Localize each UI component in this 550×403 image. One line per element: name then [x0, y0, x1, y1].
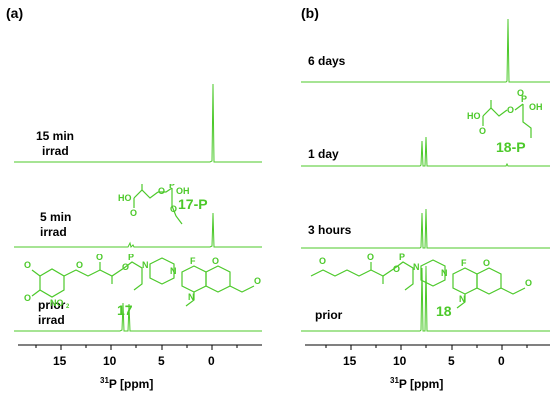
x-axis-title: 31P [ppm]	[390, 376, 444, 391]
tick-label: 5	[448, 354, 455, 368]
svg-text:P: P	[399, 252, 405, 262]
svg-text:P: P	[169, 184, 175, 190]
svg-text:OH: OH	[176, 186, 190, 196]
tick-label: 15	[343, 354, 357, 368]
svg-text:O: O	[507, 105, 514, 115]
trace-label-prior-b: prior	[315, 308, 343, 322]
tick-label: 0	[498, 354, 505, 368]
compound-label-17P: 17-P	[178, 196, 208, 212]
panel-a-label: (a)	[6, 5, 24, 21]
svg-text:HO: HO	[467, 111, 481, 121]
svg-text:O: O	[24, 293, 31, 303]
trace-label-6days: 6 days	[308, 54, 346, 68]
trace-label-3hours: 3 hours	[308, 223, 352, 237]
svg-text:N: N	[413, 262, 420, 272]
compound-label-18P: 18-P	[496, 139, 526, 155]
trace-prior	[14, 302, 262, 332]
trace-1day	[301, 136, 550, 167]
svg-text:O: O	[130, 208, 137, 218]
structure-17P: HO O O P O OH O	[118, 184, 190, 225]
tick-label: 5	[158, 354, 165, 368]
tick-label: 10	[103, 354, 117, 368]
tick-label: 0	[208, 354, 215, 368]
panel-b-label: (b)	[301, 5, 319, 21]
trace-prior-b	[301, 265, 550, 332]
svg-text:N: N	[441, 268, 448, 278]
svg-text:O: O	[517, 88, 524, 98]
structure-17: O O NO 2 O O O P N N F O O N	[24, 254, 261, 310]
panel-a: (a) 15 min irrad 5 min irrad prior irrad	[6, 5, 262, 391]
panel-b: (b) 6 days 1 day 3 hours prior HO	[275, 0, 550, 403]
svg-text:2: 2	[66, 304, 70, 310]
svg-text:NO: NO	[50, 298, 64, 308]
svg-text:HO: HO	[118, 193, 132, 203]
svg-text:N: N	[142, 260, 149, 270]
tick-label: 15	[53, 354, 67, 368]
svg-text:OH: OH	[529, 102, 543, 112]
svg-text:N: N	[459, 294, 466, 304]
trace-label-5min: 5 min irrad	[40, 210, 72, 239]
trace-5min	[14, 212, 262, 248]
structure-18P: HO O O P O OH	[467, 88, 543, 138]
trace-label-15min: 15 min irrad	[36, 129, 75, 158]
svg-text:N: N	[170, 266, 177, 276]
svg-text:O: O	[254, 276, 261, 286]
x-axis-title: 31P [ppm]	[100, 376, 154, 391]
svg-text:O: O	[166, 184, 173, 186]
svg-text:N: N	[188, 292, 195, 302]
svg-text:P: P	[521, 94, 527, 104]
svg-text:P: P	[128, 254, 134, 262]
structure-18: O O O P N N F O O N	[310, 252, 532, 309]
svg-text:O: O	[483, 258, 490, 268]
compound-label-18: 18	[436, 303, 452, 319]
trace-3hours	[301, 208, 550, 249]
trace-15min	[14, 83, 262, 163]
svg-text:O: O	[393, 264, 400, 274]
svg-text:O: O	[76, 260, 83, 270]
trace-6days	[301, 18, 550, 83]
svg-text:O: O	[319, 256, 326, 266]
svg-text:F: F	[461, 258, 467, 268]
trace-label-prior: prior irrad	[38, 298, 66, 327]
compound-label-17: 17	[117, 302, 133, 318]
panel-a-spectra	[14, 83, 262, 350]
svg-text:O: O	[212, 256, 219, 266]
svg-text:O: O	[122, 262, 129, 272]
svg-text:O: O	[525, 278, 532, 288]
svg-text:F: F	[190, 256, 196, 266]
svg-text:O: O	[158, 186, 165, 196]
svg-text:O: O	[367, 252, 374, 262]
tick-label: 10	[393, 354, 407, 368]
trace-label-1day: 1 day	[308, 147, 339, 161]
svg-text:O: O	[170, 204, 177, 214]
svg-text:O: O	[24, 260, 31, 270]
svg-text:O: O	[479, 126, 486, 136]
svg-text:O: O	[96, 254, 103, 262]
panel-b-spectra	[301, 18, 550, 350]
